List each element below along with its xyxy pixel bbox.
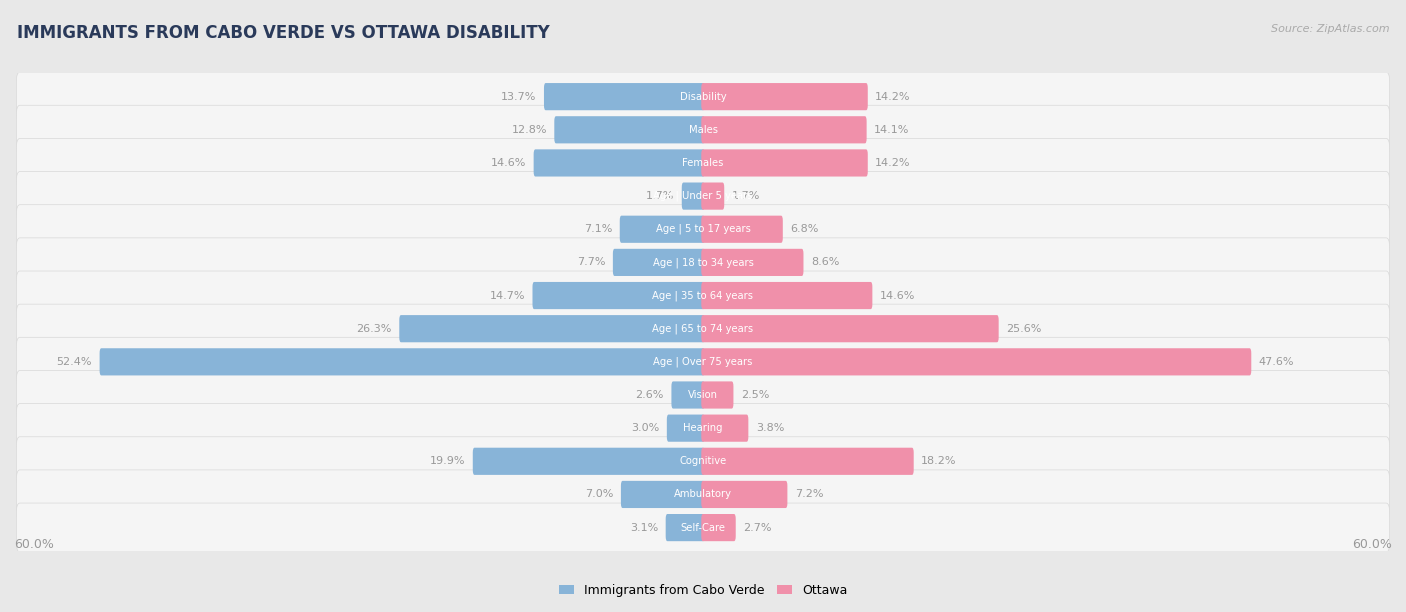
Text: 19.9%: 19.9% xyxy=(430,457,465,466)
Text: 3.1%: 3.1% xyxy=(630,523,658,532)
FancyBboxPatch shape xyxy=(544,83,704,110)
Text: Age | Over 75 years: Age | Over 75 years xyxy=(654,357,752,367)
FancyBboxPatch shape xyxy=(702,514,735,541)
Text: Cognitive: Cognitive xyxy=(679,457,727,466)
FancyBboxPatch shape xyxy=(621,481,704,508)
FancyBboxPatch shape xyxy=(554,116,704,143)
FancyBboxPatch shape xyxy=(666,414,704,442)
FancyBboxPatch shape xyxy=(17,138,1389,187)
FancyBboxPatch shape xyxy=(17,72,1389,121)
FancyBboxPatch shape xyxy=(613,249,704,276)
Text: 26.3%: 26.3% xyxy=(357,324,392,334)
FancyBboxPatch shape xyxy=(702,182,724,210)
Text: 14.2%: 14.2% xyxy=(875,92,911,102)
Text: 7.1%: 7.1% xyxy=(583,224,612,234)
FancyBboxPatch shape xyxy=(702,215,783,243)
FancyBboxPatch shape xyxy=(17,238,1389,287)
FancyBboxPatch shape xyxy=(672,381,704,409)
Text: 3.0%: 3.0% xyxy=(631,423,659,433)
Text: Age | 65 to 74 years: Age | 65 to 74 years xyxy=(652,324,754,334)
Text: 14.7%: 14.7% xyxy=(489,291,524,300)
Text: Age | 35 to 64 years: Age | 35 to 64 years xyxy=(652,290,754,300)
Text: Females: Females xyxy=(682,158,724,168)
Text: 3.8%: 3.8% xyxy=(756,423,785,433)
Text: 8.6%: 8.6% xyxy=(811,258,839,267)
FancyBboxPatch shape xyxy=(702,249,803,276)
Text: Age | Under 5 years: Age | Under 5 years xyxy=(654,191,752,201)
FancyBboxPatch shape xyxy=(17,204,1389,254)
FancyBboxPatch shape xyxy=(17,437,1389,486)
Text: Ambulatory: Ambulatory xyxy=(673,490,733,499)
Text: Age | 5 to 17 years: Age | 5 to 17 years xyxy=(655,224,751,234)
Text: 14.2%: 14.2% xyxy=(875,158,911,168)
FancyBboxPatch shape xyxy=(472,448,704,475)
FancyBboxPatch shape xyxy=(17,503,1389,552)
Text: 14.1%: 14.1% xyxy=(875,125,910,135)
FancyBboxPatch shape xyxy=(620,215,704,243)
FancyBboxPatch shape xyxy=(682,182,704,210)
Text: 25.6%: 25.6% xyxy=(1007,324,1042,334)
FancyBboxPatch shape xyxy=(534,149,704,176)
Text: 2.5%: 2.5% xyxy=(741,390,769,400)
Text: 6.8%: 6.8% xyxy=(790,224,818,234)
Text: Hearing: Hearing xyxy=(683,423,723,433)
FancyBboxPatch shape xyxy=(17,337,1389,386)
Text: 13.7%: 13.7% xyxy=(501,92,537,102)
FancyBboxPatch shape xyxy=(702,149,868,176)
FancyBboxPatch shape xyxy=(702,315,998,342)
FancyBboxPatch shape xyxy=(702,381,734,409)
FancyBboxPatch shape xyxy=(702,481,787,508)
FancyBboxPatch shape xyxy=(665,514,704,541)
Text: 12.8%: 12.8% xyxy=(512,125,547,135)
FancyBboxPatch shape xyxy=(17,105,1389,154)
Text: 52.4%: 52.4% xyxy=(56,357,93,367)
Text: 14.6%: 14.6% xyxy=(880,291,915,300)
FancyBboxPatch shape xyxy=(100,348,704,375)
Text: 7.0%: 7.0% xyxy=(585,490,613,499)
FancyBboxPatch shape xyxy=(702,348,1251,375)
Text: Source: ZipAtlas.com: Source: ZipAtlas.com xyxy=(1271,24,1389,34)
Text: Males: Males xyxy=(689,125,717,135)
FancyBboxPatch shape xyxy=(702,83,868,110)
Text: 7.7%: 7.7% xyxy=(576,258,606,267)
Text: 60.0%: 60.0% xyxy=(1353,538,1392,551)
Text: 2.7%: 2.7% xyxy=(744,523,772,532)
FancyBboxPatch shape xyxy=(17,304,1389,353)
FancyBboxPatch shape xyxy=(17,370,1389,419)
Text: 18.2%: 18.2% xyxy=(921,457,956,466)
Text: 1.7%: 1.7% xyxy=(731,191,761,201)
Text: Self-Care: Self-Care xyxy=(681,523,725,532)
Text: 47.6%: 47.6% xyxy=(1258,357,1295,367)
Text: Vision: Vision xyxy=(688,390,718,400)
Text: Age | 18 to 34 years: Age | 18 to 34 years xyxy=(652,257,754,267)
FancyBboxPatch shape xyxy=(702,448,914,475)
FancyBboxPatch shape xyxy=(702,116,866,143)
FancyBboxPatch shape xyxy=(17,404,1389,453)
Text: 14.6%: 14.6% xyxy=(491,158,526,168)
FancyBboxPatch shape xyxy=(702,282,872,309)
Text: 2.6%: 2.6% xyxy=(636,390,664,400)
Text: IMMIGRANTS FROM CABO VERDE VS OTTAWA DISABILITY: IMMIGRANTS FROM CABO VERDE VS OTTAWA DIS… xyxy=(17,24,550,42)
FancyBboxPatch shape xyxy=(702,414,748,442)
FancyBboxPatch shape xyxy=(17,271,1389,320)
Text: 60.0%: 60.0% xyxy=(14,538,53,551)
FancyBboxPatch shape xyxy=(399,315,704,342)
FancyBboxPatch shape xyxy=(17,171,1389,220)
Legend: Immigrants from Cabo Verde, Ottawa: Immigrants from Cabo Verde, Ottawa xyxy=(554,579,852,602)
FancyBboxPatch shape xyxy=(17,470,1389,519)
Text: 7.2%: 7.2% xyxy=(794,490,824,499)
Text: Disability: Disability xyxy=(679,92,727,102)
FancyBboxPatch shape xyxy=(533,282,704,309)
Text: 1.7%: 1.7% xyxy=(645,191,675,201)
